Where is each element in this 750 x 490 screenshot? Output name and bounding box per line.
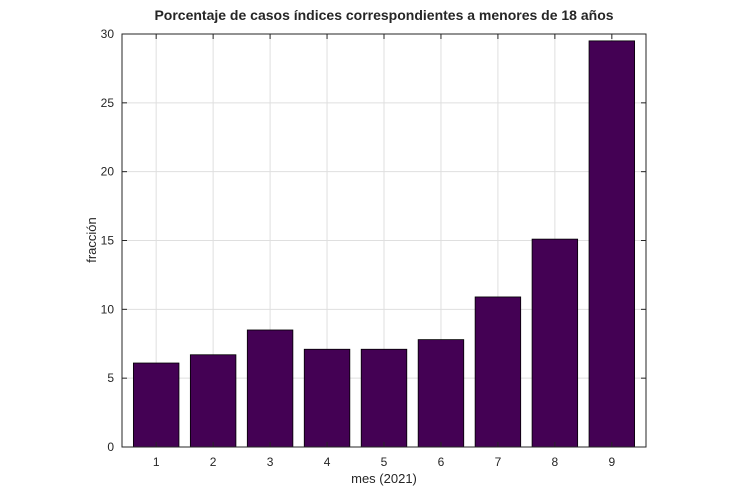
y-tick-label: 15	[101, 234, 115, 248]
x-tick-label: 9	[608, 455, 615, 469]
bars	[132, 40, 636, 448]
y-tick-label: 20	[101, 165, 115, 179]
bar	[588, 40, 636, 448]
bar	[531, 238, 579, 448]
bar	[417, 339, 465, 448]
y-tick-label: 30	[101, 27, 115, 41]
bar	[246, 329, 294, 448]
x-tick-label: 6	[438, 455, 445, 469]
bar	[132, 362, 180, 448]
bar	[189, 354, 237, 448]
x-axis-label: mes (2021)	[351, 471, 417, 486]
x-tick-label: 3	[267, 455, 274, 469]
bar	[360, 348, 408, 448]
x-tick-label: 7	[495, 455, 502, 469]
axis-ticks: 0 5 10 15 20 25 30 1 2 3 4 5 6 7 8 9	[101, 27, 646, 469]
bar	[474, 296, 522, 448]
x-tick-label: 4	[324, 455, 331, 469]
x-tick-label: 2	[210, 455, 217, 469]
y-tick-label: 25	[101, 96, 115, 110]
y-tick-label: 5	[107, 371, 114, 385]
bar	[303, 348, 351, 448]
x-tick-label: 8	[552, 455, 559, 469]
y-axis-label: fracción	[84, 217, 99, 263]
y-tick-label: 10	[101, 302, 115, 316]
x-tick-label: 1	[153, 455, 160, 469]
y-tick-label: 0	[107, 440, 114, 454]
chart-title: Porcentaje de casos índices correspondie…	[154, 7, 613, 23]
x-tick-label: 5	[381, 455, 388, 469]
